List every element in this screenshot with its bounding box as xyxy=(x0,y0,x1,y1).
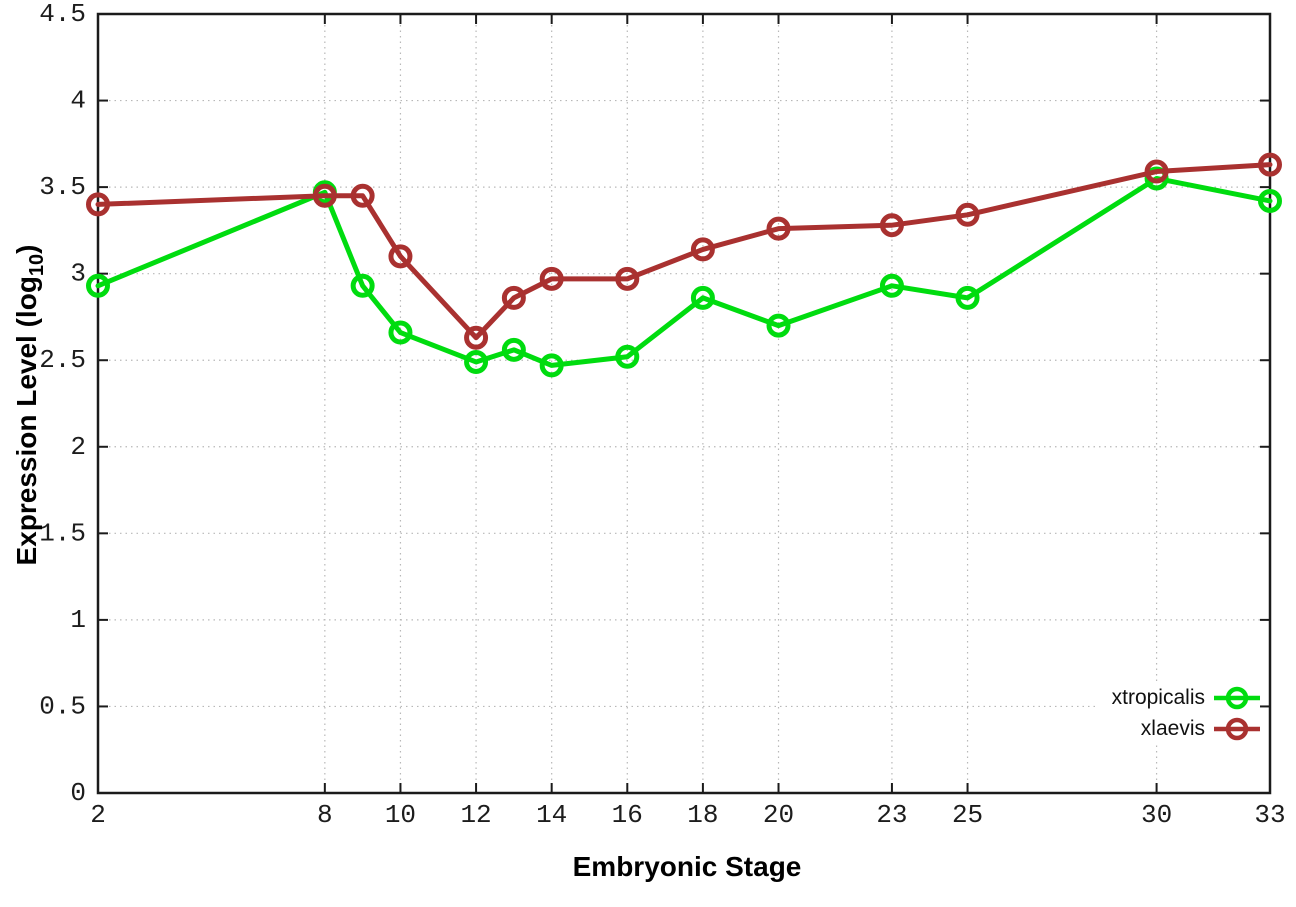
data-point-xlaevis xyxy=(766,216,791,241)
x-tick-label: 2 xyxy=(90,800,106,830)
data-point-xtropicalis xyxy=(615,344,640,369)
data-point-xtropicalis xyxy=(86,273,110,298)
legend: xtropicalis xlaevis xyxy=(1095,682,1260,744)
series-line-xtropicalis xyxy=(95,175,1273,368)
data-point-xtropicalis xyxy=(350,273,375,298)
legend-item-xlaevis: xlaevis xyxy=(1141,713,1260,744)
y-tick-label: 0 xyxy=(70,778,86,808)
data-point-xtropicalis xyxy=(879,273,904,298)
x-tick-label: 14 xyxy=(536,800,567,830)
data-point-xlaevis xyxy=(690,237,715,262)
y-tick-label: 3 xyxy=(70,259,86,289)
legend-sample-xtropicalis xyxy=(1214,686,1260,709)
data-point-xtropicalis xyxy=(539,353,564,378)
y-tick-label: 1.5 xyxy=(39,518,86,548)
x-tick-label: 20 xyxy=(763,800,794,830)
data-point-xtropicalis xyxy=(501,337,526,362)
data-point-xtropicalis xyxy=(1258,188,1282,213)
plot-border xyxy=(96,12,1272,795)
data-point-xlaevis xyxy=(501,285,526,310)
legend-label-xtropicalis: xtropicalis xyxy=(1111,685,1205,709)
x-tick-label: 30 xyxy=(1141,800,1172,830)
legend-item-xtropicalis: xtropicalis xyxy=(1112,682,1260,713)
data-point-xtropicalis xyxy=(464,349,489,374)
y-axis-title: Expression Level (log10) xyxy=(11,245,49,566)
data-point-xlaevis xyxy=(879,213,904,238)
y-tick-label: 1 xyxy=(70,605,86,635)
data-point-xlaevis xyxy=(539,266,564,291)
data-point-xlaevis xyxy=(350,183,375,208)
data-point-xtropicalis xyxy=(955,285,980,310)
data-point-xlaevis xyxy=(955,202,980,227)
x-tick-label: 12 xyxy=(460,800,491,830)
data-point-xlaevis xyxy=(86,192,110,217)
data-point-xtropicalis xyxy=(766,313,791,338)
x-tick-label: 8 xyxy=(317,800,333,830)
legend-sample-xlaevis xyxy=(1214,717,1260,740)
data-point-xtropicalis xyxy=(388,320,413,345)
y-axis-title-subscript: 10 xyxy=(25,253,48,277)
y-tick-label: 2.5 xyxy=(39,345,86,375)
legend-label-xlaevis: xlaevis xyxy=(1140,716,1205,740)
data-point-xlaevis xyxy=(312,183,337,208)
y-tick-label: 2 xyxy=(70,432,86,462)
data-point-xtropicalis xyxy=(690,285,715,310)
data-point-xlaevis xyxy=(388,244,413,269)
y-tick-label: 0.5 xyxy=(39,691,86,721)
x-tick-label: 16 xyxy=(612,800,643,830)
x-tick-label: 18 xyxy=(687,800,718,830)
data-point-xlaevis xyxy=(1258,152,1282,177)
y-tick-label: 3.5 xyxy=(39,172,86,202)
y-tick-label: 4.5 xyxy=(39,0,86,29)
x-tick-label: 23 xyxy=(876,800,907,830)
x-tick-label: 25 xyxy=(952,800,983,830)
data-point-xlaevis xyxy=(464,325,489,350)
data-point-xlaevis xyxy=(1144,159,1169,184)
data-point-xlaevis xyxy=(615,266,640,291)
x-axis-title: Embryonic Stage xyxy=(572,851,802,882)
x-tick-label: 10 xyxy=(385,800,416,830)
y-axis-title-text: Expression Level (log xyxy=(11,276,43,566)
y-axis-title-suffix: ) xyxy=(11,244,43,254)
x-tick-label: 33 xyxy=(1254,800,1285,830)
y-tick-label: 4 xyxy=(70,86,86,116)
